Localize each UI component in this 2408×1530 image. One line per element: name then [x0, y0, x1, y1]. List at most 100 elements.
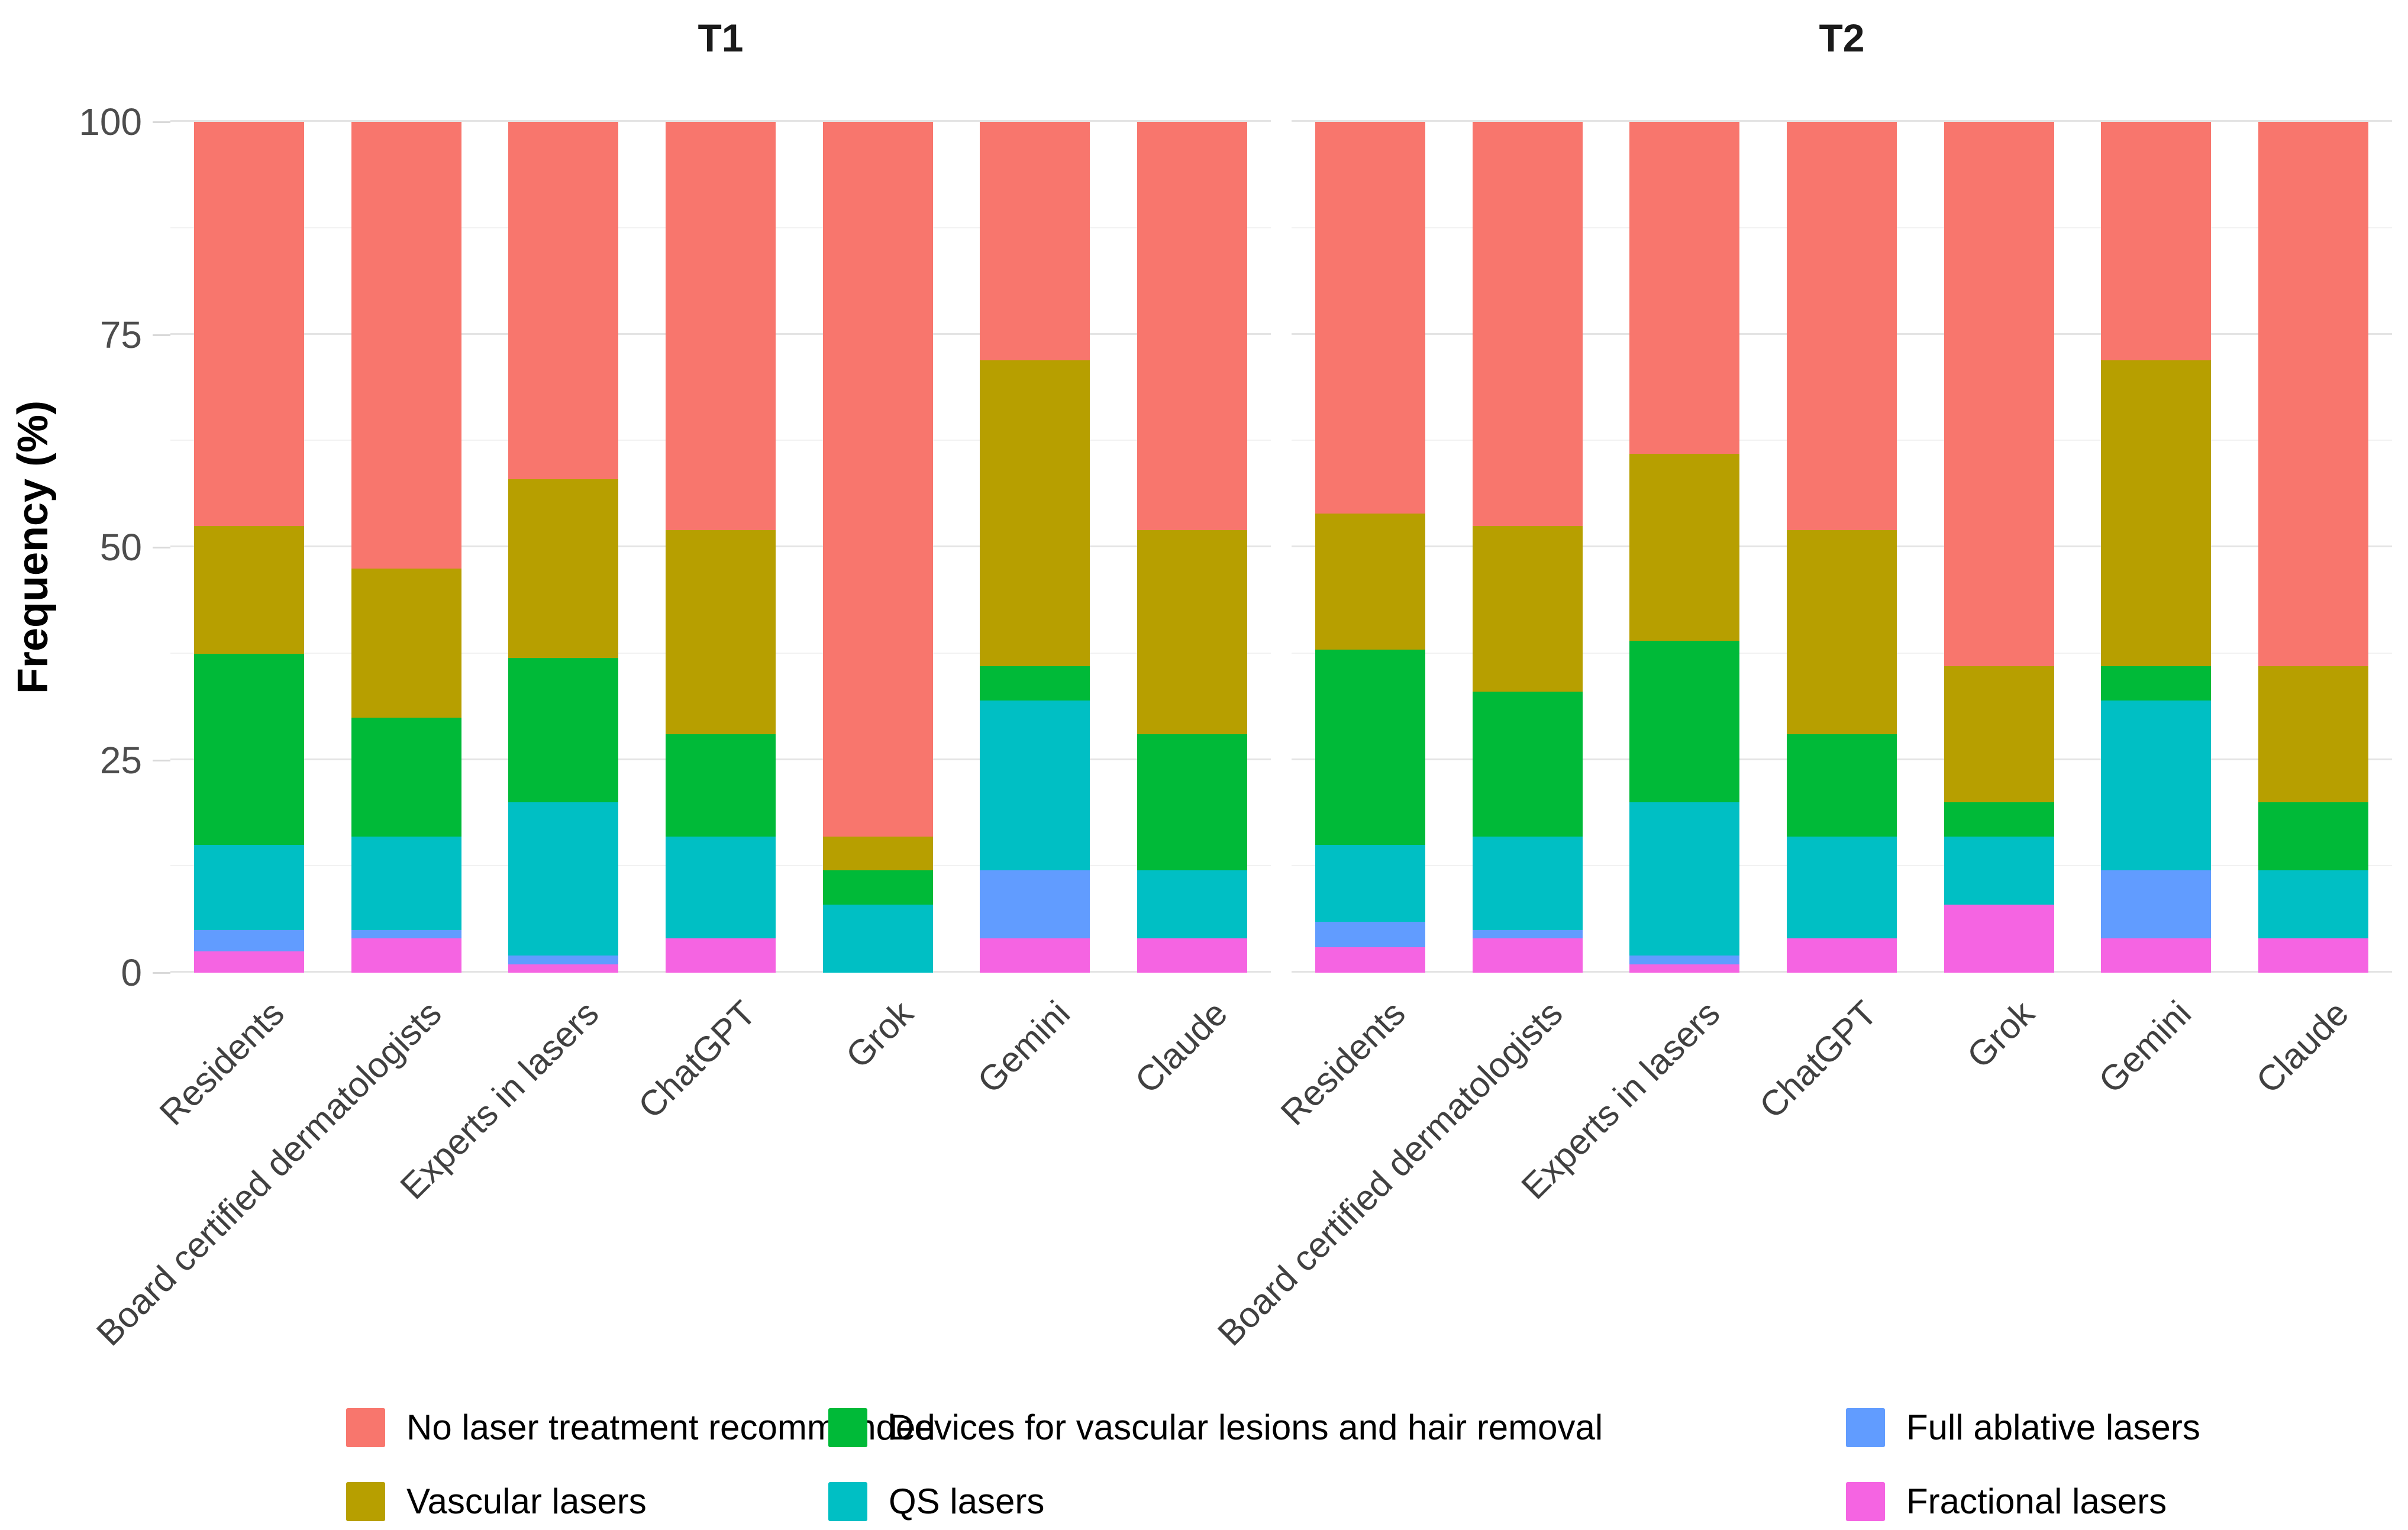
gridline-major-100 — [170, 120, 1271, 122]
segment-qs-experts-in-lasers-t1 — [508, 802, 619, 956]
legend-swatch-full_ablative — [1846, 1408, 1885, 1447]
segment-vascular-claude-t1 — [1137, 530, 1248, 735]
segment-none-grok-t1 — [822, 122, 933, 837]
y-tick-label-50: 50 — [99, 526, 142, 569]
segment-devices-grok-t1 — [822, 870, 933, 905]
legend-swatch-vascular — [346, 1481, 385, 1521]
segment-qs-gemini-t1 — [980, 700, 1090, 871]
legend-item-vascular: Vascular lasers — [346, 1481, 647, 1522]
legend-label-devices: Devices for vascular lesions and hair re… — [889, 1408, 1603, 1447]
bar-chatgpt-t1 — [666, 122, 776, 973]
segment-vascular-board-certified-dermatologists-t1 — [351, 568, 461, 718]
segment-fractional-claude-t2 — [2258, 938, 2369, 973]
segment-fractional-chatgpt-t2 — [1787, 938, 1897, 973]
segment-vascular-experts-in-lasers-t2 — [1629, 453, 1740, 641]
bar-experts-in-lasers-t2 — [1629, 122, 1740, 973]
legend-swatch-fractional — [1846, 1481, 1885, 1521]
x-tick-label-residents-t1: Residents — [151, 993, 292, 1133]
segment-full_ablative-gemini-t1 — [980, 870, 1090, 939]
bar-board-certified-dermatologists-t1 — [351, 122, 461, 973]
facet-title-t2: T2 — [1819, 16, 1865, 60]
y-tick-mark-25 — [153, 759, 170, 761]
x-tick-label-gemini-t1: Gemini — [970, 993, 1078, 1101]
legend-item-fractional: Fractional lasers — [1846, 1481, 2167, 1522]
legend-label-vascular: Vascular lasers — [406, 1481, 647, 1521]
segment-qs-chatgpt-t2 — [1787, 836, 1897, 939]
gridline-major-100 — [1292, 120, 2392, 122]
legend-item-qs: QS lasers — [828, 1481, 1044, 1522]
x-tick-label-gemini-t2: Gemini — [2091, 993, 2199, 1101]
segment-devices-experts-in-lasers-t2 — [1629, 641, 1740, 803]
segment-full_ablative-experts-in-lasers-t2 — [1629, 956, 1740, 964]
bar-chatgpt-t2 — [1787, 122, 1897, 973]
segment-fractional-grok-t2 — [1944, 904, 2054, 973]
segment-devices-grok-t2 — [1944, 802, 2054, 837]
legend-label-full_ablative: Full ablative lasers — [1906, 1408, 2200, 1447]
bar-residents-t2 — [1315, 122, 1425, 973]
segment-fractional-residents-t2 — [1315, 947, 1425, 973]
segment-none-chatgpt-t1 — [666, 122, 776, 531]
segment-devices-board-certified-dermatologists-t1 — [351, 717, 461, 837]
bar-gemini-t1 — [980, 122, 1090, 973]
x-tick-label-residents-t2: Residents — [1273, 993, 1413, 1133]
segment-full_ablative-board-certified-dermatologists-t1 — [351, 930, 461, 939]
segment-qs-gemini-t2 — [2101, 700, 2212, 871]
segment-full_ablative-gemini-t2 — [2101, 870, 2212, 939]
segment-vascular-gemini-t1 — [980, 360, 1090, 667]
legend-item-full_ablative: Full ablative lasers — [1846, 1407, 2200, 1448]
x-tick-label-board-certified-dermatologists-t1: Board certified dermatologists — [89, 993, 449, 1354]
legend-swatch-qs — [828, 1481, 867, 1521]
segment-none-grok-t2 — [1944, 122, 2054, 667]
segment-none-experts-in-lasers-t2 — [1629, 122, 1740, 454]
segment-devices-residents-t1 — [193, 653, 304, 845]
x-tick-label-claude-t1: Claude — [1127, 993, 1235, 1101]
bar-gemini-t2 — [2101, 122, 2212, 973]
bar-grok-t2 — [1944, 122, 2054, 973]
segment-vascular-residents-t2 — [1315, 513, 1425, 650]
segment-vascular-gemini-t2 — [2101, 360, 2212, 667]
segment-fractional-experts-in-lasers-t1 — [508, 964, 619, 973]
segment-none-gemini-t1 — [980, 122, 1090, 360]
segment-qs-grok-t2 — [1944, 836, 2054, 905]
x-tick-label-grok-t1: Grok — [838, 993, 921, 1076]
x-tick-label-claude-t2: Claude — [2248, 993, 2357, 1101]
segment-none-chatgpt-t2 — [1787, 122, 1897, 531]
legend-item-devices: Devices for vascular lesions and hair re… — [828, 1407, 1603, 1448]
y-tick-mark-50 — [153, 547, 170, 548]
segment-vascular-grok-t2 — [1944, 666, 2054, 803]
segment-none-residents-t2 — [1315, 122, 1425, 514]
segment-vascular-chatgpt-t1 — [666, 530, 776, 735]
y-tick-mark-75 — [153, 334, 170, 336]
segment-vascular-board-certified-dermatologists-t2 — [1472, 526, 1583, 692]
x-tick-label-chatgpt-t2: ChatGPT — [1751, 993, 1885, 1126]
x-tick-label-chatgpt-t1: ChatGPT — [630, 993, 764, 1126]
y-tick-mark-100 — [153, 121, 170, 123]
bar-claude-t1 — [1137, 122, 1248, 973]
segment-fractional-claude-t1 — [1137, 938, 1248, 973]
segment-qs-residents-t2 — [1315, 845, 1425, 922]
segment-devices-experts-in-lasers-t1 — [508, 657, 619, 803]
segment-fractional-board-certified-dermatologists-t1 — [351, 938, 461, 973]
segment-full_ablative-residents-t2 — [1315, 921, 1425, 947]
segment-none-experts-in-lasers-t1 — [508, 122, 619, 479]
legend-label-fractional: Fractional lasers — [1906, 1481, 2167, 1521]
y-tick-label-0: 0 — [121, 951, 142, 994]
bar-claude-t2 — [2258, 122, 2369, 973]
segment-none-board-certified-dermatologists-t2 — [1472, 122, 1583, 527]
segment-full_ablative-residents-t1 — [193, 930, 304, 952]
segment-devices-gemini-t1 — [980, 666, 1090, 701]
y-tick-label-25: 25 — [99, 738, 142, 782]
segment-devices-gemini-t2 — [2101, 666, 2212, 701]
facet-panel-t1 — [170, 120, 1271, 973]
segment-vascular-claude-t2 — [2258, 666, 2369, 803]
segment-vascular-residents-t1 — [193, 526, 304, 654]
segment-qs-claude-t2 — [2258, 870, 2369, 939]
segment-qs-chatgpt-t1 — [666, 836, 776, 939]
segment-devices-board-certified-dermatologists-t2 — [1472, 692, 1583, 837]
segment-fractional-residents-t1 — [193, 951, 304, 973]
segment-fractional-chatgpt-t1 — [666, 938, 776, 973]
segment-qs-residents-t1 — [193, 845, 304, 931]
segment-fractional-gemini-t2 — [2101, 938, 2212, 973]
segment-fractional-experts-in-lasers-t2 — [1629, 964, 1740, 973]
